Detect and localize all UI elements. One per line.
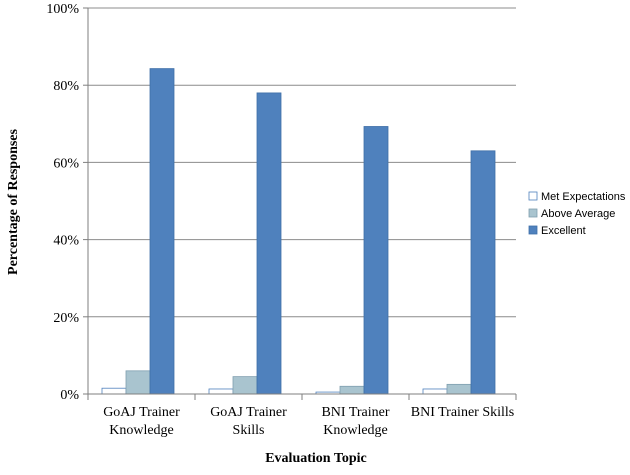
x-category-label-2-line-2: Skills	[233, 423, 265, 438]
bars	[101, 68, 496, 395]
bar-1-met-expectations	[101, 387, 127, 395]
bar-1-excellent	[149, 68, 175, 395]
y-axis-title: Percentage of Responses	[6, 128, 21, 274]
y-tick-label-2: 40%	[53, 234, 79, 249]
x-category-label-1-line-2: Knowledge	[109, 423, 174, 438]
bar-3-excellent	[363, 126, 389, 395]
y-tick-label-5: 100%	[46, 2, 79, 17]
legend-swatch-3	[528, 225, 538, 235]
bar-3-above-average	[339, 385, 365, 395]
legend: Met Expectations Above Average Excellent	[528, 191, 626, 237]
legend-label-2: Above Average	[541, 208, 615, 220]
bar-4-met-expectations	[422, 388, 448, 395]
legend-swatch-1	[528, 191, 538, 201]
x-category-label-1-line-1: GoAJ Trainer	[103, 405, 180, 420]
y-tick-label-3: 60%	[53, 156, 79, 171]
x-category-label-4-line-1: BNI Trainer Skills	[411, 405, 514, 420]
x-category-label-3-line-1: BNI Trainer	[321, 405, 389, 420]
bar-4-above-average	[446, 383, 472, 395]
bar-1-above-average	[125, 370, 151, 395]
x-category-label-3-line-2: Knowledge	[323, 423, 388, 438]
x-category-label-2-line-1: GoAJ Trainer	[210, 405, 287, 420]
axes: 0% 20% 40% 60% 80% 100% GoAJ Trainer Knowledge G…	[46, 2, 517, 438]
bar-2-above-average	[232, 376, 258, 395]
y-tick-label-0: 0%	[60, 388, 79, 403]
bar-2-excellent	[256, 92, 282, 395]
bar-2-met-expectations	[208, 388, 234, 395]
x-axis-title: Evaluation Topic	[265, 451, 367, 466]
y-tick-label-1: 20%	[53, 311, 79, 326]
bar-4-excellent	[470, 150, 496, 395]
legend-swatch-2	[528, 208, 538, 218]
y-tick-label-4: 80%	[53, 79, 79, 94]
legend-label-1: Met Expectations	[541, 191, 626, 203]
legend-label-3: Excellent	[541, 225, 586, 237]
